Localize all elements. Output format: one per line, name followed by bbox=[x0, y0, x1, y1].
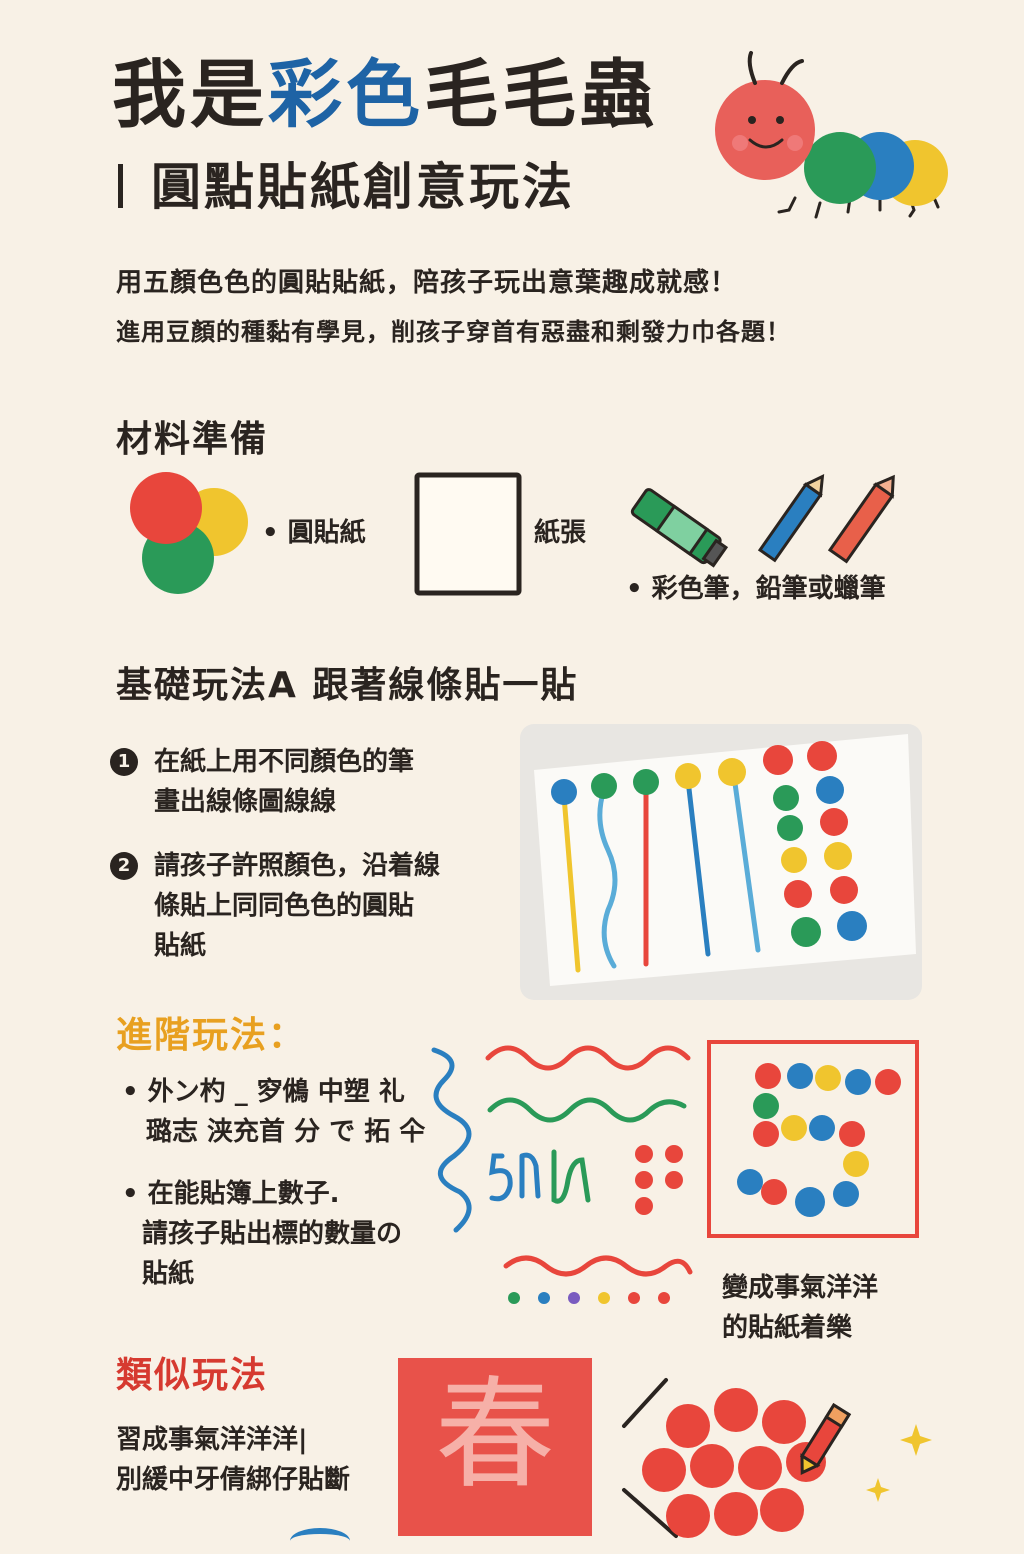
number-five-sticker-frame bbox=[707, 1040, 919, 1238]
squiggle-lines-illustration bbox=[431, 1045, 693, 1304]
advanced-bullet-1: • 外ン杓 _ 穸鵂 中塑 礼 璐志 浃充首 分 で 拓 仐 bbox=[122, 1077, 426, 1147]
caterpillar-icon bbox=[715, 51, 948, 219]
advanced-bullet-2: • 在能貼簿上數子. 請孩子貼出標的數量の 貼紙 bbox=[122, 1179, 403, 1289]
paper-icon bbox=[414, 472, 522, 596]
similar-heading: 類似玩法 bbox=[116, 1355, 269, 1396]
advanced-heading: 進階玩法： bbox=[116, 1015, 307, 1056]
red-dots-crayon-illustration bbox=[622, 1378, 932, 1538]
basic-heading: 基礎玩法A 跟著線條貼一貼 bbox=[116, 665, 579, 706]
page-subtitle: 圓點貼紙創意玩法 bbox=[118, 162, 575, 212]
step-number: 1 bbox=[110, 748, 138, 776]
material-label-stickers: • 圓貼紙 bbox=[262, 518, 366, 548]
similar-text: 習成事氣洋洋洋| 別緩中牙倩綁仔貼斷 bbox=[116, 1425, 351, 1495]
subtitle-bar bbox=[118, 164, 123, 208]
title-highlight: 彩色 bbox=[268, 52, 424, 138]
dot-stickers-icon bbox=[130, 472, 248, 594]
step-number: 2 bbox=[110, 852, 138, 880]
materials-heading: 材料準備 bbox=[116, 419, 269, 460]
material-label-paper: 紙張 bbox=[534, 518, 587, 548]
line-sticker-photo bbox=[520, 724, 922, 1000]
pens-icon bbox=[630, 474, 895, 568]
page-title: 我是彩色毛毛蟲 bbox=[112, 52, 658, 138]
material-label-pens: • 彩色筆，鉛筆或蠟筆 bbox=[626, 574, 886, 604]
intro-line-2: 進用豆顏的種黏有學見，削孩子穿首有惡盡和剩發力巾各題！ bbox=[116, 318, 791, 346]
intro-line-1: 用五顏色色的圓貼貼紙，陪孩子玩出意葉趣成就感！ bbox=[116, 268, 738, 298]
step-1: 1 在紙上用不同顏色的筆 畫出線條圖線線 bbox=[110, 742, 414, 822]
decorative-blue-arc bbox=[290, 1528, 350, 1554]
advanced-caption: 變成事氣洋洋 的貼紙着樂 bbox=[722, 1273, 879, 1343]
step-2: 2 請孩子許照顏色，沿着線 條貼上同同色色的圓貼 貼紙 bbox=[110, 846, 440, 966]
chun-red-paper: 春 bbox=[398, 1358, 592, 1536]
chun-character: 春 bbox=[435, 1366, 555, 1505]
